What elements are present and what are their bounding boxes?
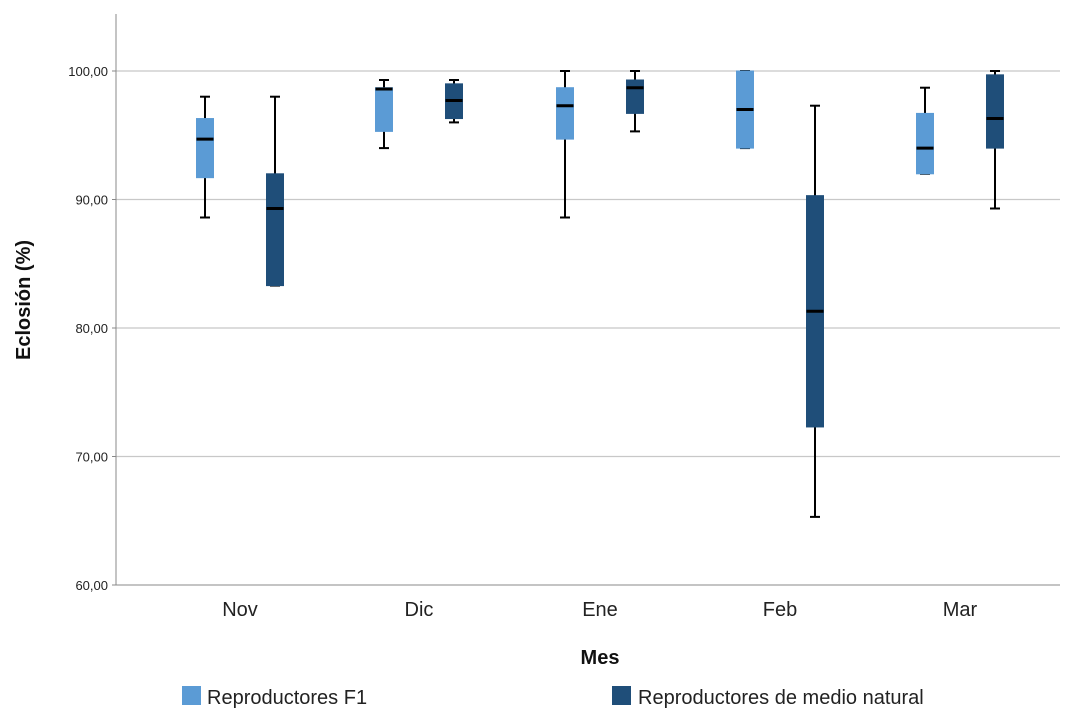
box-iqr (556, 87, 574, 140)
legend-label-natural: Reproductores de medio natural (638, 687, 924, 709)
box-Mar-natural (986, 70, 1004, 210)
legend: Reproductores F1 Reproductores de medio … (182, 686, 924, 709)
y-tick-label: 100,00 (68, 64, 108, 79)
x-category-label: Mar (943, 599, 978, 621)
legend-label-f1: Reproductores F1 (207, 687, 367, 709)
x-category-label: Ene (582, 599, 618, 621)
y-tick-label: 80,00 (75, 321, 108, 336)
box-iqr (626, 79, 644, 114)
y-axis-title: Eclosión (%) (13, 240, 35, 360)
box-iqr (196, 118, 214, 179)
x-category-label: Nov (222, 599, 258, 621)
box-iqr (266, 173, 284, 287)
x-category-labels: Nov Dic Ene Feb Mar (222, 599, 977, 621)
box-Feb-natural (806, 104, 824, 518)
y-tick-label: 70,00 (75, 450, 108, 465)
box-iqr (916, 112, 934, 175)
y-tick-labels: 60,00 70,00 80,00 90,00 100,00 (68, 64, 116, 593)
box-Dic-natural (445, 78, 463, 124)
box-Ene-natural (626, 70, 644, 133)
legend-swatch-f1 (182, 686, 201, 705)
box-Dic-f1 (375, 78, 393, 150)
box-iqr (986, 74, 1004, 149)
y-tick-label: 90,00 (75, 193, 108, 208)
box-Nov-natural (266, 95, 284, 287)
x-axis-title: Mes (581, 647, 620, 669)
legend-swatch-natural (612, 686, 631, 705)
box-Nov-f1 (196, 95, 214, 219)
boxes (196, 70, 1004, 518)
box-iqr (375, 87, 393, 132)
x-category-label: Feb (763, 599, 797, 621)
y-tick-label: 60,00 (75, 578, 108, 593)
box-Ene-f1 (556, 70, 574, 219)
x-category-label: Dic (405, 599, 434, 621)
box-Mar-f1 (916, 86, 934, 175)
axes (115, 14, 1060, 586)
box-Feb-f1 (736, 70, 754, 150)
